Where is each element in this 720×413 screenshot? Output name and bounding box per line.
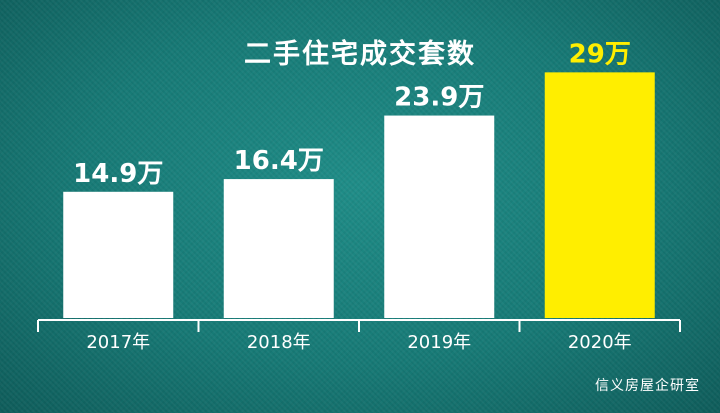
data-label: 29万 (569, 39, 631, 69)
source-label: 信义房屋企研室 (595, 378, 700, 394)
x-tick-label: 2019年 (407, 332, 471, 353)
chart-title: 二手住宅成交套数 (244, 39, 476, 70)
bar-2017年 (63, 191, 174, 318)
x-tick-label: 2020年 (568, 332, 632, 353)
data-label: 23.9万 (394, 83, 484, 113)
bar-2019年 (384, 115, 495, 318)
bar-2020年 (544, 72, 655, 319)
data-label: 14.9万 (73, 159, 163, 189)
bar-2018年 (223, 179, 334, 318)
data-label: 16.4万 (234, 146, 324, 176)
x-tick-label: 2017年 (86, 332, 150, 353)
x-tick-label: 2018年 (247, 332, 311, 353)
